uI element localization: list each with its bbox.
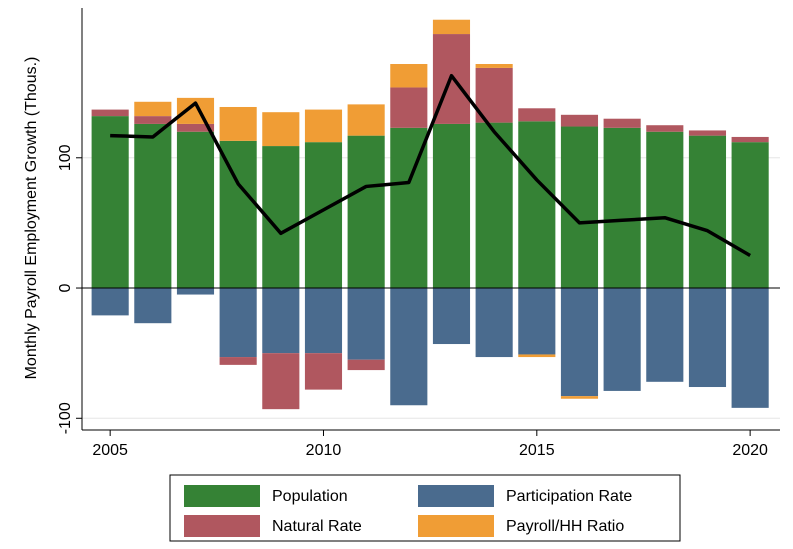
bar-segment bbox=[560, 288, 599, 397]
bar-segment bbox=[91, 109, 129, 117]
bar-segment bbox=[134, 101, 172, 117]
y-tick-label: 0 bbox=[57, 283, 74, 292]
x-tick-label: 2020 bbox=[732, 442, 768, 459]
bar-segment bbox=[432, 288, 471, 345]
legend-swatch bbox=[184, 515, 260, 537]
legend-label: Payroll/HH Ratio bbox=[506, 518, 624, 535]
bar-segment bbox=[432, 19, 471, 35]
bar-segment bbox=[347, 104, 385, 136]
bar-segment bbox=[176, 123, 215, 132]
bar-segment bbox=[518, 121, 556, 289]
bar-segment bbox=[134, 288, 172, 324]
y-tick-label: -100 bbox=[57, 402, 74, 434]
bar-segment bbox=[134, 123, 172, 289]
bar-segment bbox=[262, 353, 300, 410]
bar-segment bbox=[390, 288, 428, 406]
legend-swatch bbox=[418, 515, 494, 537]
legend-label: Participation Rate bbox=[506, 488, 632, 505]
bar-segment bbox=[646, 125, 684, 132]
x-tick-label: 2005 bbox=[92, 442, 128, 459]
bar-segment bbox=[475, 288, 513, 358]
bar-segment bbox=[603, 288, 641, 391]
bar-segment bbox=[475, 64, 513, 68]
bar-segment bbox=[518, 354, 556, 358]
x-tick-label: 2015 bbox=[519, 442, 555, 459]
y-axis-label: Monthly Payroll Employment Growth (Thous… bbox=[23, 57, 40, 380]
bar-segment bbox=[688, 130, 727, 136]
bar-segment bbox=[176, 288, 215, 295]
bar-segment bbox=[390, 87, 428, 128]
bar-segment bbox=[347, 288, 385, 360]
bar-segment bbox=[603, 127, 641, 289]
bar-segment bbox=[688, 135, 727, 289]
legend-label: Population bbox=[272, 488, 348, 505]
bar-segment bbox=[390, 64, 428, 88]
legend-label: Natural Rate bbox=[272, 518, 362, 535]
bar-segment bbox=[304, 109, 343, 143]
legend-swatch bbox=[418, 485, 494, 507]
bar-segment bbox=[560, 114, 599, 127]
bar-segment bbox=[262, 112, 300, 147]
bar-segment bbox=[518, 288, 556, 355]
bar-segment bbox=[304, 353, 343, 390]
bar-segment bbox=[91, 288, 129, 316]
bar-segment bbox=[219, 106, 257, 141]
bar-segment bbox=[134, 116, 172, 124]
bar-segment bbox=[475, 122, 513, 289]
bar-segment bbox=[347, 135, 385, 289]
bar-segment bbox=[262, 288, 300, 354]
bar-segment bbox=[560, 396, 599, 399]
bar-segment bbox=[518, 108, 556, 122]
bar-segment bbox=[731, 142, 769, 289]
y-tick-label: 100 bbox=[57, 144, 74, 171]
total-line bbox=[110, 73, 752, 257]
bar-segment bbox=[731, 136, 769, 143]
bar-segment bbox=[219, 357, 257, 365]
bar-segment bbox=[603, 118, 641, 128]
bar-segment bbox=[219, 288, 257, 358]
bar-segment bbox=[91, 116, 129, 289]
bar-segment bbox=[646, 288, 684, 382]
bar-segment bbox=[347, 359, 385, 371]
bar-segment bbox=[646, 131, 684, 289]
legend-swatch bbox=[184, 485, 260, 507]
bar-segment bbox=[219, 140, 257, 289]
bar-segment bbox=[432, 123, 471, 289]
x-tick-label: 2010 bbox=[306, 442, 342, 459]
bar-segment bbox=[176, 131, 215, 289]
bar-segment bbox=[731, 288, 769, 408]
bar-segment bbox=[688, 288, 727, 388]
bar-segment bbox=[560, 126, 599, 289]
bar-segment bbox=[304, 288, 343, 354]
